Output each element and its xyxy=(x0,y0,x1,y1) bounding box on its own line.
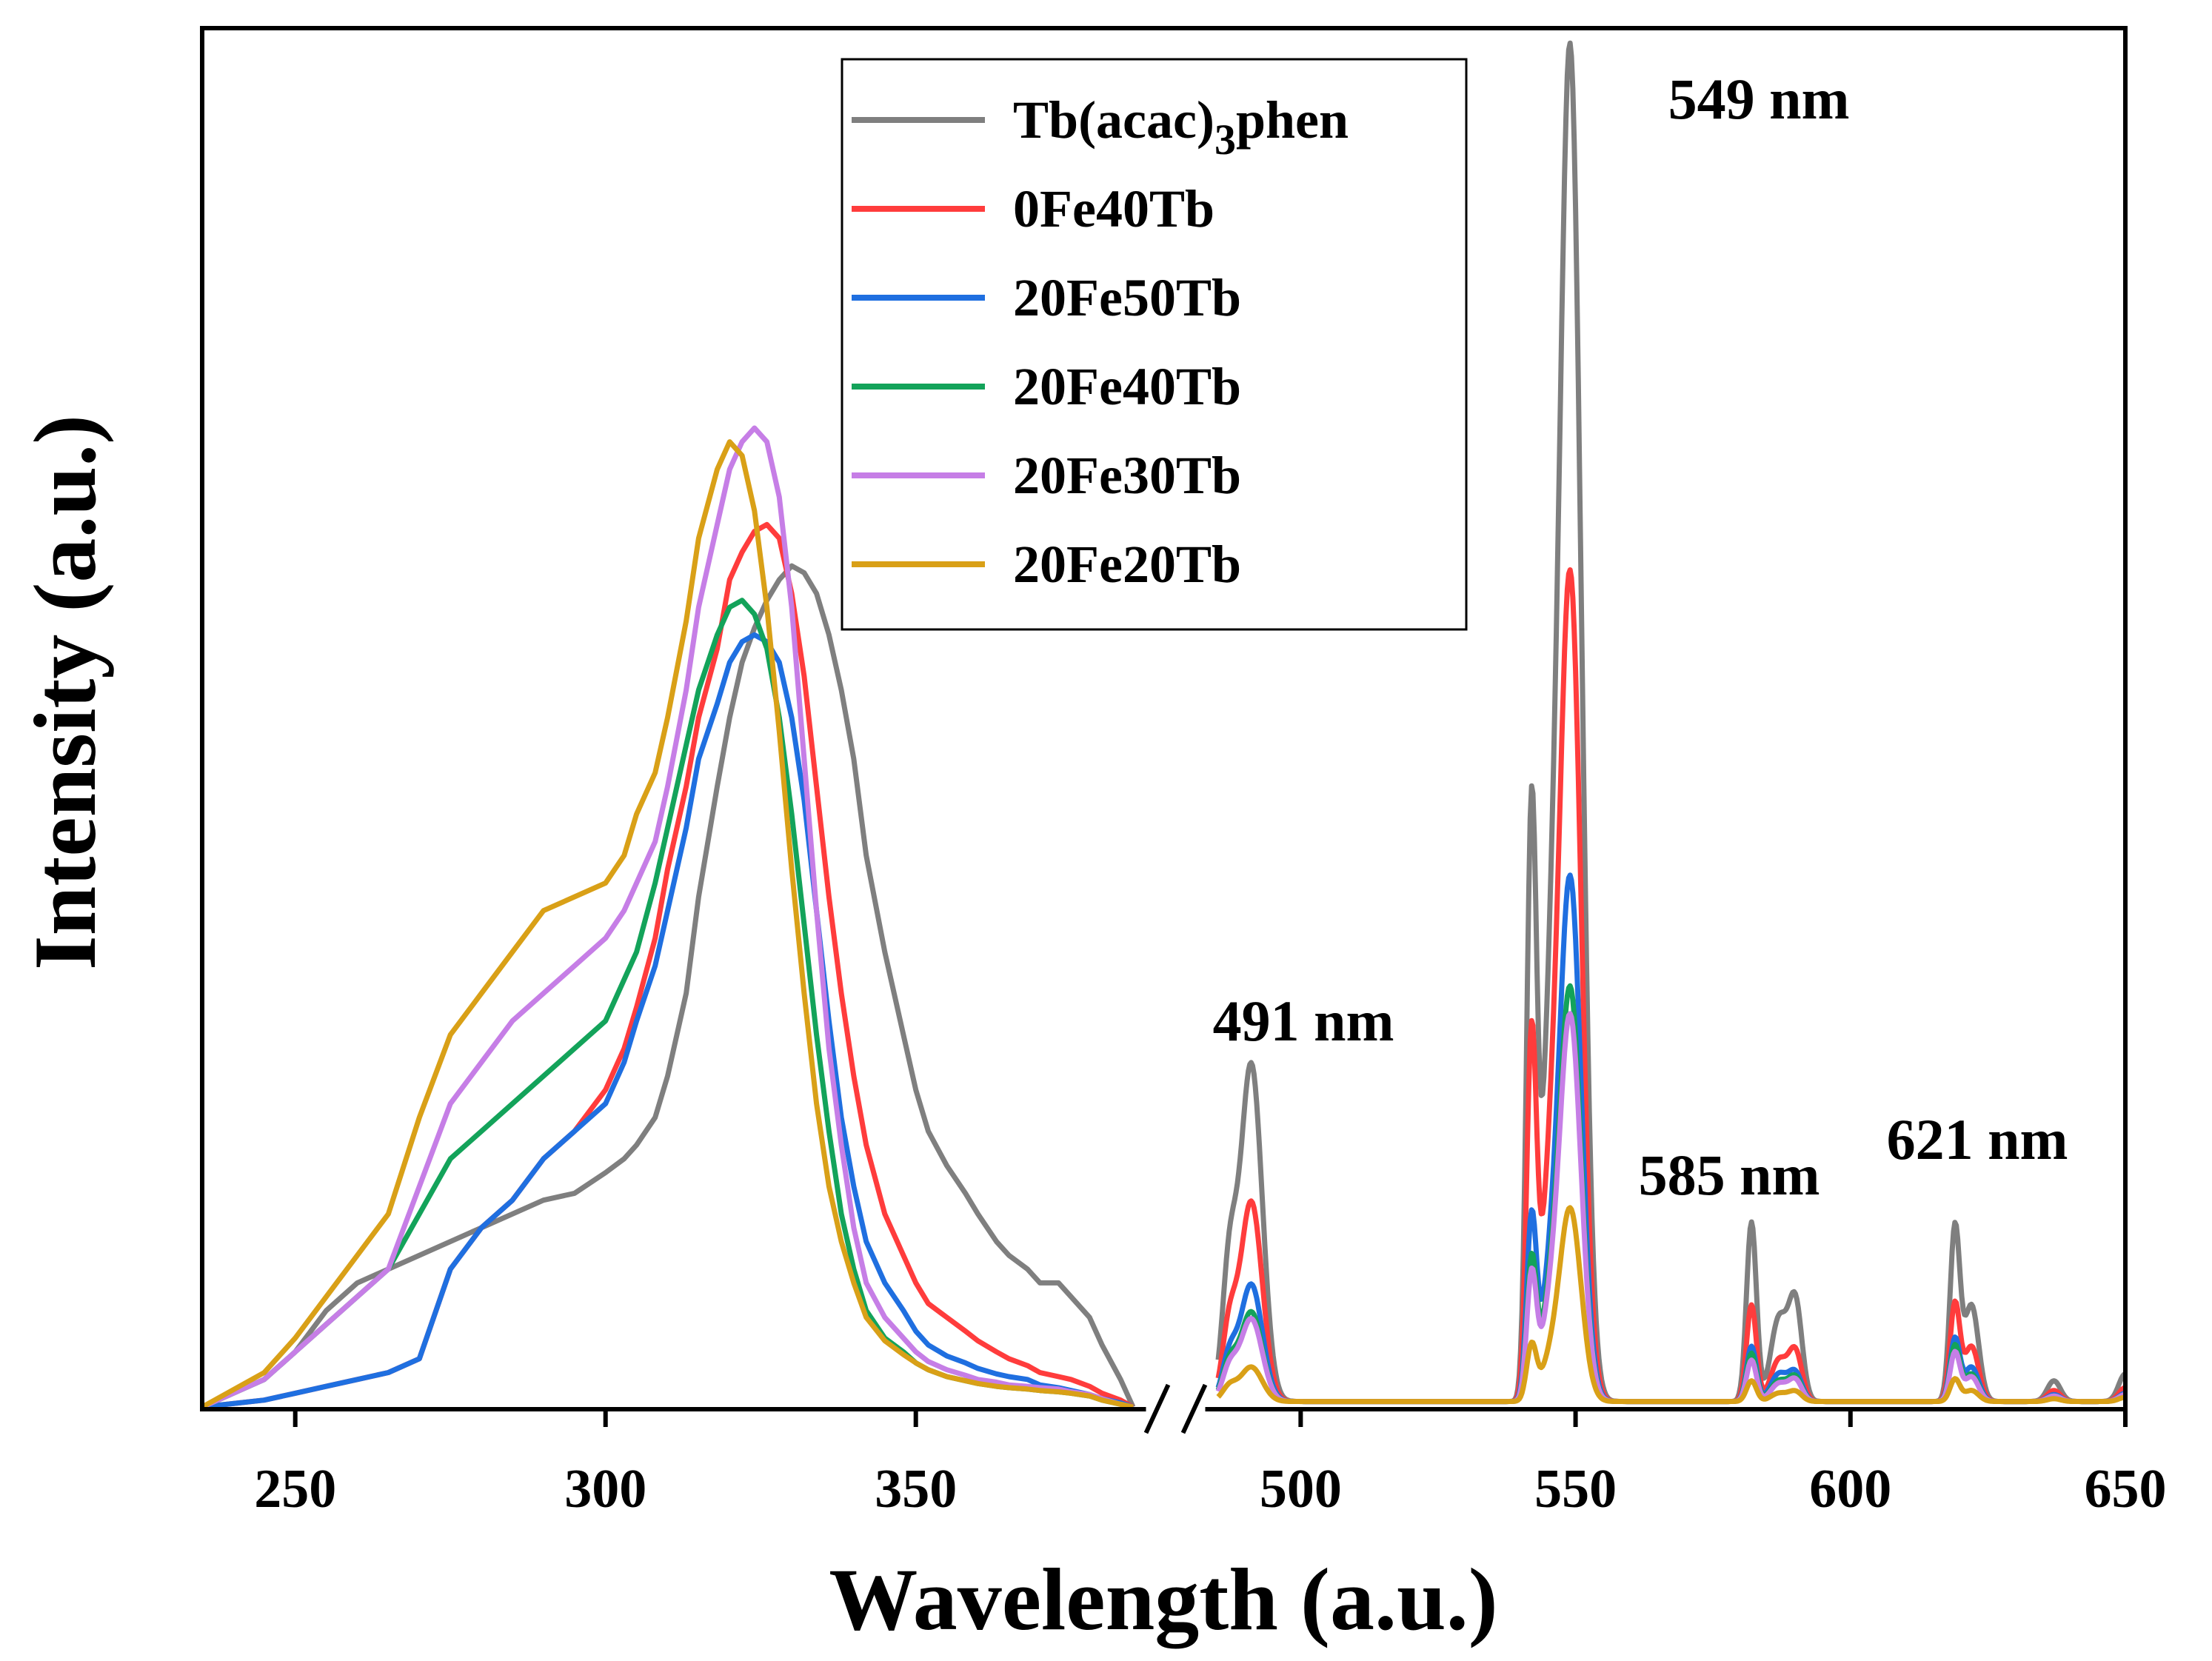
series-layer xyxy=(201,40,2127,1410)
x-tick-label: 250 xyxy=(254,1459,336,1520)
y-axis-title: Intensity (a.u.) xyxy=(16,415,114,970)
excitation-line xyxy=(201,632,1135,1410)
excitation-line xyxy=(201,439,1134,1410)
break-slash-right xyxy=(1180,1383,1208,1434)
peak-annotations: 491 nm 549 nm 585 nm 621 nm xyxy=(1213,67,2068,1207)
x-tick-label: 350 xyxy=(875,1459,957,1520)
peak-label-549: 549 nm xyxy=(1668,67,1850,131)
peak-label-621: 621 nm xyxy=(1887,1107,2068,1172)
legend-label: 20Fe30Tb xyxy=(1013,446,1241,505)
x-tick-label: 650 xyxy=(2085,1459,2167,1520)
legend-label: 0Fe40Tb xyxy=(1013,179,1214,238)
legend-label: 20Fe20Tb xyxy=(1013,535,1241,594)
x-axis-ticks: 250 300 350 500 550 600 650 xyxy=(254,1409,2167,1520)
series-20fe20tb xyxy=(201,439,2127,1410)
legend-label: 20Fe50Tb xyxy=(1013,268,1241,327)
break-slash-left xyxy=(1143,1383,1171,1434)
excitation-line xyxy=(201,425,1134,1410)
peak-label-585: 585 nm xyxy=(1639,1143,1820,1207)
legend-label: 20Fe40Tb xyxy=(1013,357,1241,416)
legend: Tb(acac)3phen 0Fe40Tb 20Fe50Tb 20Fe40Tb 20Fe… xyxy=(841,58,1468,631)
x-tick-label: 500 xyxy=(1260,1459,1342,1520)
legend-label: Tb(acac)3phen xyxy=(1013,90,1349,164)
x-tick-label: 300 xyxy=(564,1459,646,1520)
x-tick-label: 550 xyxy=(1534,1459,1617,1520)
axis-break xyxy=(1143,1383,1208,1434)
x-axis-title: Wavelength (a.u.) xyxy=(829,1550,1497,1649)
peak-label-491: 491 nm xyxy=(1213,989,1394,1053)
legend-box xyxy=(841,58,1468,631)
emission-line xyxy=(1216,1205,2127,1405)
x-tick-label: 600 xyxy=(1809,1459,1891,1520)
